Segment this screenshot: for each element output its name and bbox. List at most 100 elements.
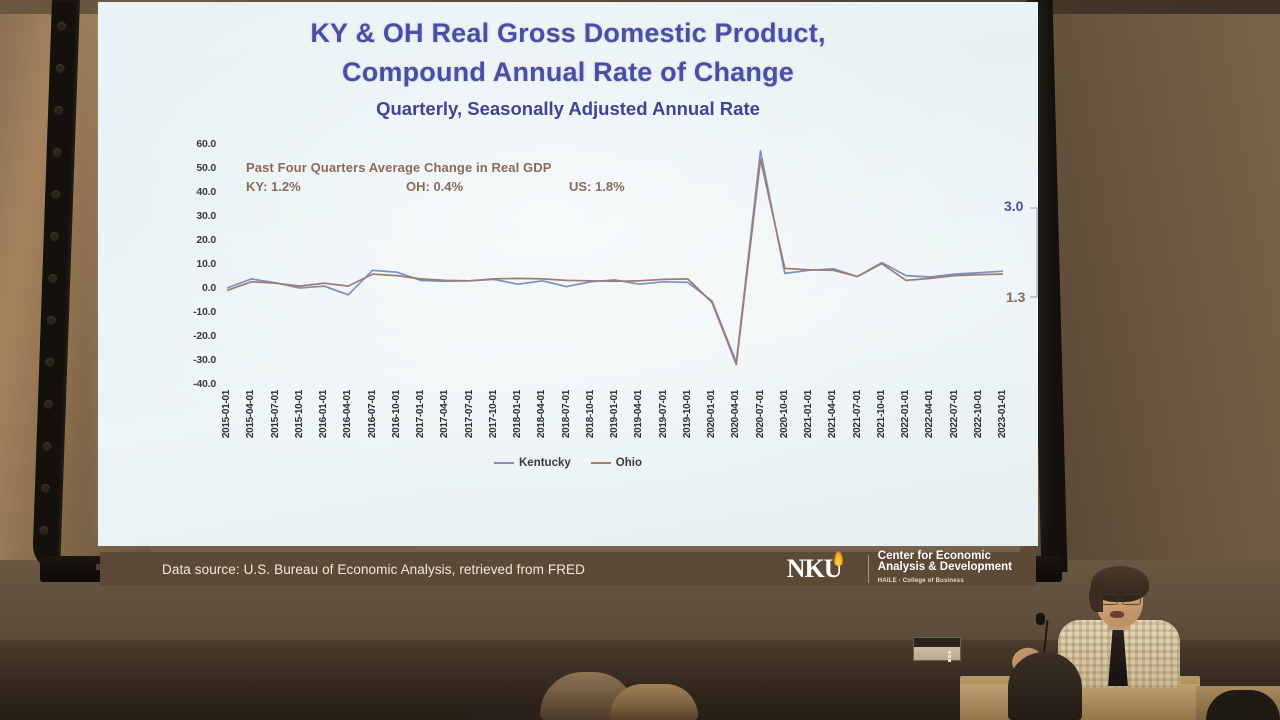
x-tick-label: 2020-04-01 (730, 390, 742, 439)
x-tick-label: 2018-10-01 (584, 390, 596, 439)
screen-snap-button (42, 442, 52, 451)
x-tick-label: 2019-10-01 (681, 390, 693, 439)
x-tick-label: 2016-07-01 (366, 390, 378, 439)
y-tick-label: 20.0 (196, 234, 216, 246)
endpoint-label-ohio: 1.3 (1006, 289, 1026, 305)
screen-snap-button (56, 22, 67, 31)
y-tick-label: 30.0 (196, 210, 216, 222)
y-tick-label: 0.0 (202, 282, 216, 294)
legend-label-ohio: Ohio (615, 457, 642, 469)
x-axis-ticks: 2015-01-01 2015-04-01 2015-07-01 2015-10-01… (220, 390, 1010, 490)
x-tick-label: 2020-01-01 (706, 390, 717, 439)
nku-wordmark: NKU (786, 554, 843, 583)
x-tick-label: 2021-04-01 (827, 390, 839, 439)
college-name: HAILE · College of Business (877, 578, 964, 584)
x-tick-label: 2019-01-01 (609, 390, 620, 439)
screen-snap-button (53, 106, 64, 115)
screen-snap-button (52, 148, 62, 157)
y-tick-label: -30.0 (193, 354, 216, 366)
data-source-text: Data source: U.S. Bureau of Economic Ana… (162, 561, 586, 577)
x-tick-label: 2017-07-01 (463, 390, 475, 439)
center-name-block: Center for Economic Analysis & Developme… (877, 549, 1012, 588)
y-tick-label: 40.0 (196, 186, 216, 198)
annotation-heading: Past Four Quarters Average Change in Rea… (246, 160, 552, 175)
legend-swatch-kentucky (494, 461, 514, 465)
endpoint-bracket (1030, 207, 1038, 298)
wall-control-panel[interactable] (913, 637, 961, 662)
audience-head (1206, 690, 1280, 720)
x-tick-label: 2018-07-01 (560, 390, 572, 439)
x-tick-label: 2017-01-01 (415, 390, 426, 439)
x-tick-label: 2015-07-01 (269, 390, 281, 439)
logo-divider (867, 555, 869, 583)
y-tick-label: 10.0 (196, 258, 216, 270)
annotation-us: US: 1.8% (569, 179, 625, 194)
screen-snap-button (55, 64, 65, 73)
chart-lines (226, 150, 1004, 366)
x-tick-label: 2020-10-01 (778, 390, 790, 439)
chart-annotation-block: Past Four Quarters Average Change in Rea… (246, 160, 766, 199)
slide-title-block: KY & OH Real Gross Domestic Product, Com… (98, 14, 1038, 124)
x-tick-label: 2021-07-01 (851, 390, 863, 439)
annotation-ky: KY: 1.2% (246, 179, 301, 194)
y-tick-label: -10.0 (193, 306, 216, 318)
microphone-icon (1036, 613, 1045, 625)
x-tick-label: 2020-07-01 (754, 390, 766, 439)
gdp-line-chart: 60.0 50.0 40.0 30.0 20.0 10.0 0.0 -10.0 -20.0 -30… (98, 138, 1038, 502)
slide-title-line1: KY & OH Real Gross Domestic Product, (310, 18, 826, 48)
legend-swatch-ohio (590, 461, 611, 465)
screen-snap-button (46, 316, 56, 325)
x-tick-label: 2015-04-01 (245, 390, 257, 439)
x-tick-label: 2015-10-01 (293, 390, 305, 439)
audience-head (1008, 652, 1082, 720)
x-tick-label: 2022-10-01 (972, 390, 984, 439)
x-tick-label: 2022-04-01 (924, 390, 936, 439)
legend-item-kentucky: Kentucky (494, 457, 571, 469)
panel-indicator-light (948, 655, 951, 658)
endpoint-label-kentucky: 3.0 (1004, 198, 1024, 214)
x-tick-label: 2018-04-01 (536, 390, 548, 439)
projection-screen: KY & OH Real Gross Domestic Product, Com… (30, 0, 1068, 588)
endpoint-labels: 3.0 1.3 (984, 142, 1038, 402)
flame-icon (833, 551, 843, 566)
slide-footer: Data source: U.S. Bureau of Economic Ana… (100, 549, 1036, 588)
y-tick-label: -20.0 (193, 330, 216, 342)
panel-indicator-light (948, 659, 951, 662)
series-line-ohio (226, 158, 1004, 366)
slide-subtitle: Quarterly, Seasonally Adjusted Annual Ra… (376, 98, 760, 119)
audience-head (470, 704, 540, 720)
x-tick-label: 2019-04-01 (633, 390, 645, 439)
audience-head (610, 684, 698, 720)
y-tick-label: -40.0 (193, 378, 216, 390)
screen-snap-button (40, 484, 51, 493)
speaker-mouth (1110, 611, 1124, 618)
presentation-slide: KY & OH Real Gross Domestic Product, Com… (98, 2, 1038, 546)
legend-item-ohio: Ohio (590, 457, 642, 469)
speaker-glasses (1098, 593, 1142, 605)
x-tick-label: 2016-01-01 (318, 390, 329, 439)
x-tick-label: 2018-01-01 (512, 390, 523, 439)
y-axis-ticks: 60.0 50.0 40.0 30.0 20.0 10.0 0.0 -10.0 -20.0 -30… (160, 138, 216, 390)
chart-legend: Kentucky Ohio (98, 457, 1038, 469)
panel-indicator-light (948, 651, 951, 654)
screen-snap-button (39, 526, 49, 535)
screen-snap-button (51, 190, 61, 199)
screen-snap-button (43, 400, 54, 409)
nku-logo: NKU Center for Economic Analysis & Devel… (786, 549, 1012, 588)
center-name-line1: Center for Economic (877, 549, 991, 562)
legend-label-kentucky: Kentucky (519, 457, 571, 469)
screen-snap-button (45, 358, 55, 367)
x-tick-label: 2022-01-01 (900, 390, 911, 439)
annotation-oh: OH: 0.4% (406, 179, 464, 194)
x-tick-label: 2015-01-01 (221, 390, 232, 439)
x-tick-label: 2016-10-01 (390, 390, 402, 439)
x-tick-label: 2019-07-01 (657, 390, 669, 439)
speaker-shirt (1108, 626, 1128, 686)
screen-snap-button (49, 232, 59, 241)
y-tick-label: 60.0 (196, 138, 216, 150)
y-tick-label: 50.0 (196, 162, 216, 174)
screen-snap-button (48, 274, 58, 283)
screen-left-border (32, 0, 80, 572)
x-tick-label: 2021-10-01 (875, 390, 887, 439)
